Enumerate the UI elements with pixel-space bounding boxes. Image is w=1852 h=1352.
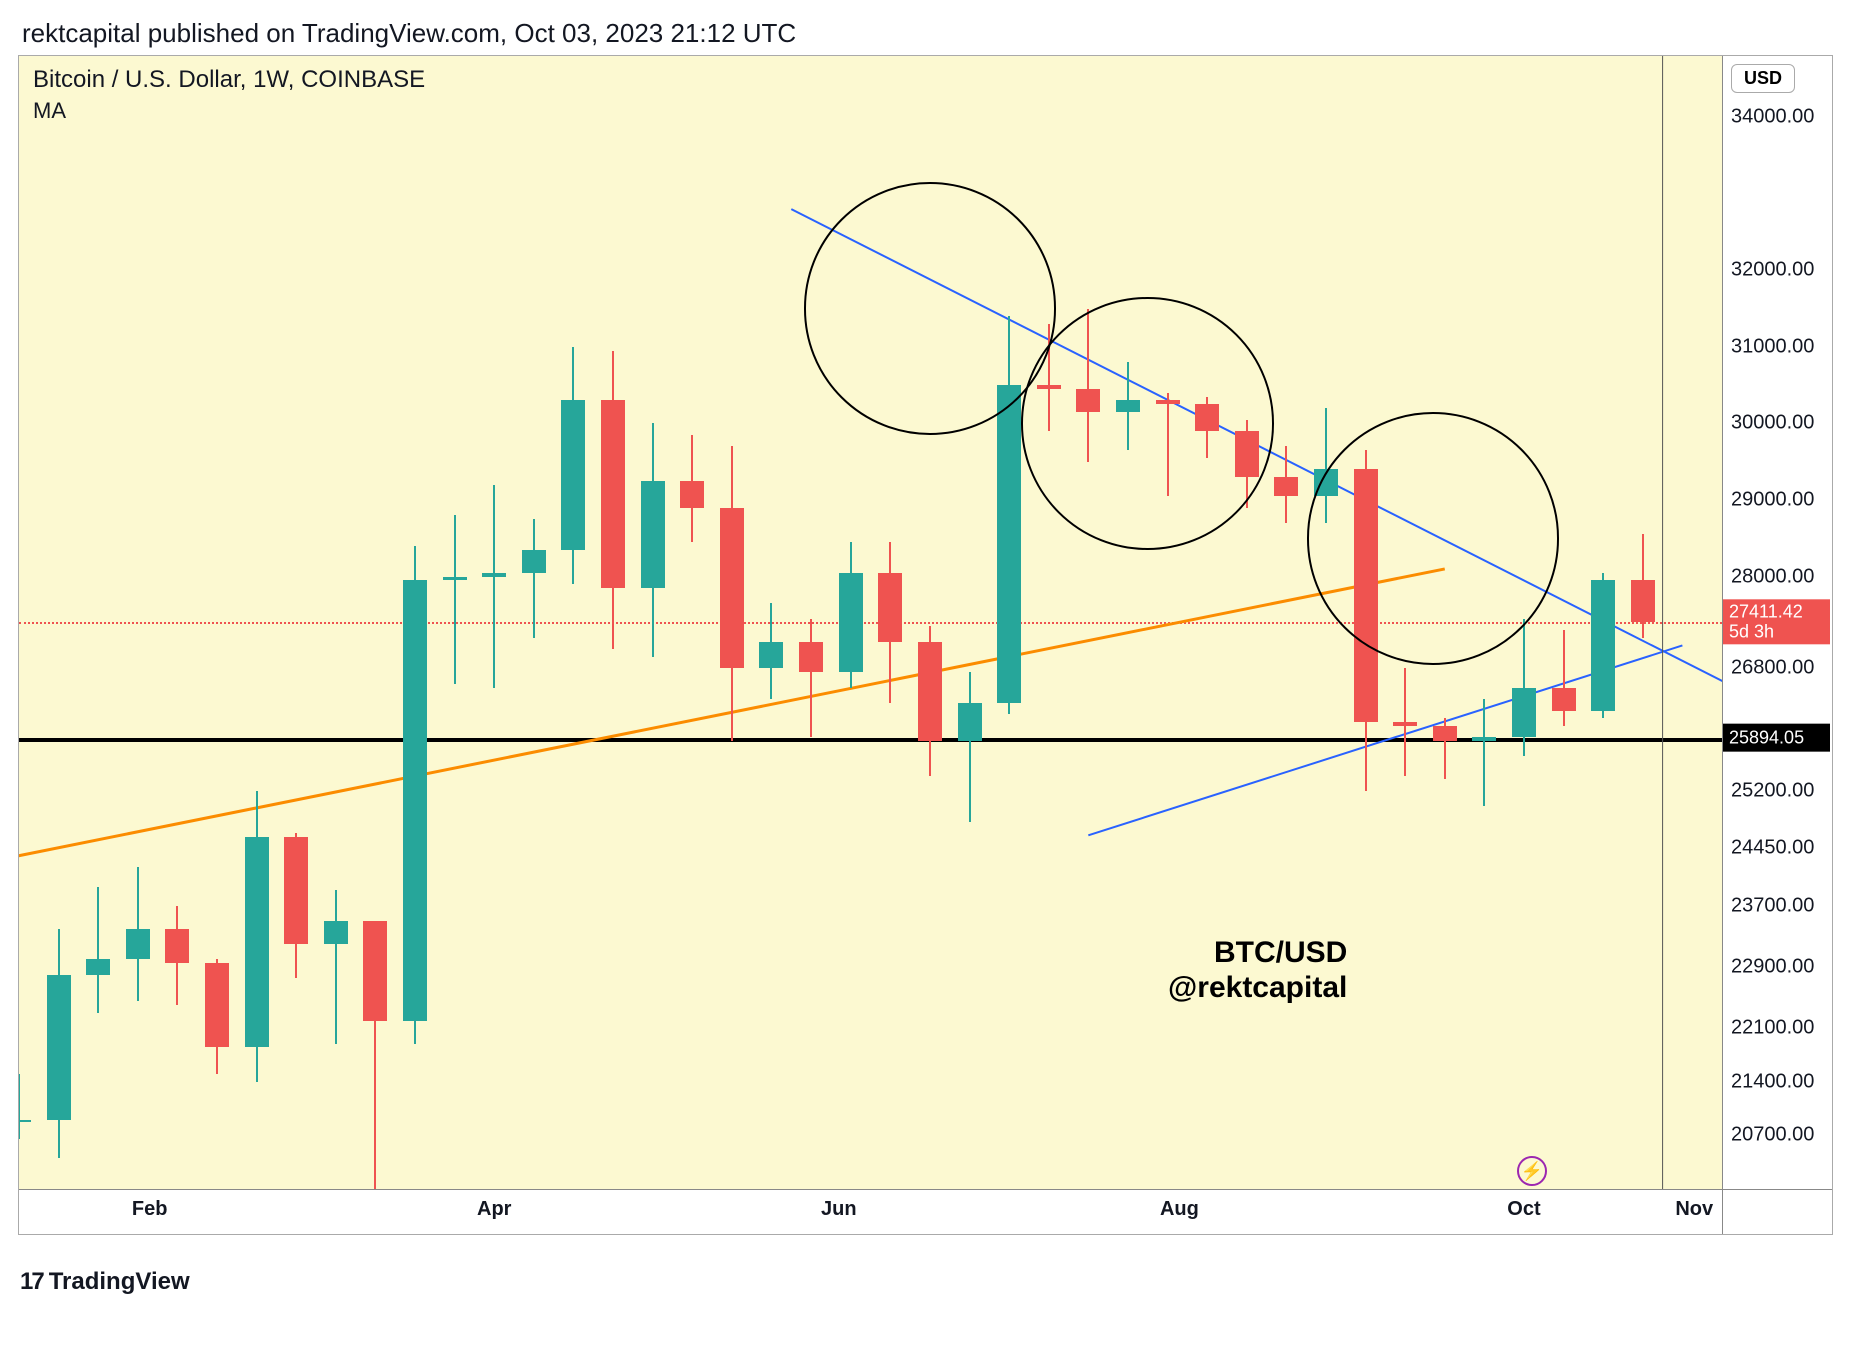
y-tick: 29000.00 bbox=[1731, 489, 1814, 512]
price-tag: 25894.05 bbox=[1723, 723, 1830, 752]
tradingview-icon: 17 bbox=[20, 1268, 43, 1296]
y-tick: 25200.00 bbox=[1731, 779, 1814, 802]
watermark-line1: BTC/USD bbox=[1168, 936, 1347, 971]
plot-area[interactable]: Bitcoin / U.S. Dollar, 1W, COINBASE MA B… bbox=[19, 56, 1722, 1189]
price-tag: 27411.425d 3h bbox=[1723, 599, 1830, 644]
y-tick: 21400.00 bbox=[1731, 1070, 1814, 1093]
candle bbox=[1235, 56, 1259, 1189]
candle bbox=[19, 56, 31, 1189]
candle bbox=[641, 56, 665, 1189]
candle bbox=[1274, 56, 1298, 1189]
x-axis[interactable]: Feb Apr Jun Aug Oct Nov bbox=[19, 1189, 1722, 1234]
candle bbox=[324, 56, 348, 1189]
y-tick: 34000.00 bbox=[1731, 106, 1814, 129]
x-tick: Oct bbox=[1507, 1198, 1540, 1221]
candle bbox=[720, 56, 744, 1189]
tradingview-label: TradingView bbox=[49, 1268, 190, 1296]
candle bbox=[205, 56, 229, 1189]
watermark: BTC/USD @rektcapital bbox=[1168, 936, 1347, 1005]
publish-header: rektcapital published on TradingView.com… bbox=[22, 18, 796, 49]
watermark-line2: @rektcapital bbox=[1168, 971, 1347, 1006]
y-tick: 22900.00 bbox=[1731, 955, 1814, 978]
candle bbox=[1195, 56, 1219, 1189]
candle bbox=[680, 56, 704, 1189]
y-tick: 26800.00 bbox=[1731, 657, 1814, 680]
candle bbox=[443, 56, 467, 1189]
candle bbox=[522, 56, 546, 1189]
candle bbox=[482, 56, 506, 1189]
x-tick: Feb bbox=[132, 1198, 168, 1221]
lightning-icon[interactable]: ⚡ bbox=[1517, 1156, 1547, 1186]
candle bbox=[1076, 56, 1100, 1189]
candle bbox=[403, 56, 427, 1189]
candle bbox=[363, 56, 387, 1189]
y-tick: 31000.00 bbox=[1731, 335, 1814, 358]
y-tick: 32000.00 bbox=[1731, 259, 1814, 282]
candle bbox=[1314, 56, 1338, 1189]
candle bbox=[1037, 56, 1061, 1189]
candle bbox=[1156, 56, 1180, 1189]
candle bbox=[561, 56, 585, 1189]
chart-container: Bitcoin / U.S. Dollar, 1W, COINBASE MA B… bbox=[18, 55, 1833, 1235]
y-tick: 22100.00 bbox=[1731, 1017, 1814, 1040]
candle bbox=[165, 56, 189, 1189]
annotation-circle bbox=[1307, 412, 1560, 665]
y-tick: 20700.00 bbox=[1731, 1124, 1814, 1147]
candle bbox=[86, 56, 110, 1189]
y-axis[interactable]: USD 34000.00 32000.00 31000.00 30000.00 2900… bbox=[1722, 56, 1832, 1189]
candle bbox=[1116, 56, 1140, 1189]
x-tick: Jun bbox=[821, 1198, 857, 1221]
candle bbox=[799, 56, 823, 1189]
candle bbox=[1552, 56, 1576, 1189]
annotation-circle bbox=[1021, 297, 1274, 550]
candle bbox=[284, 56, 308, 1189]
horizontal-line bbox=[19, 738, 1722, 742]
candle bbox=[245, 56, 269, 1189]
candle bbox=[126, 56, 150, 1189]
y-tick: 23700.00 bbox=[1731, 894, 1814, 917]
currency-badge[interactable]: USD bbox=[1731, 64, 1795, 93]
x-tick: Nov bbox=[1675, 1198, 1713, 1221]
annotation-circle bbox=[804, 182, 1057, 435]
candle bbox=[47, 56, 71, 1189]
x-tick: Apr bbox=[477, 1198, 511, 1221]
y-tick: 30000.00 bbox=[1731, 412, 1814, 435]
tradingview-logo[interactable]: 17 TradingView bbox=[20, 1268, 190, 1296]
y-tick: 28000.00 bbox=[1731, 565, 1814, 588]
axis-corner bbox=[1722, 1189, 1832, 1234]
y-tick: 24450.00 bbox=[1731, 837, 1814, 860]
candle bbox=[759, 56, 783, 1189]
candle bbox=[601, 56, 625, 1189]
x-tick: Aug bbox=[1160, 1198, 1199, 1221]
candle bbox=[1591, 56, 1615, 1189]
candle bbox=[1631, 56, 1655, 1189]
